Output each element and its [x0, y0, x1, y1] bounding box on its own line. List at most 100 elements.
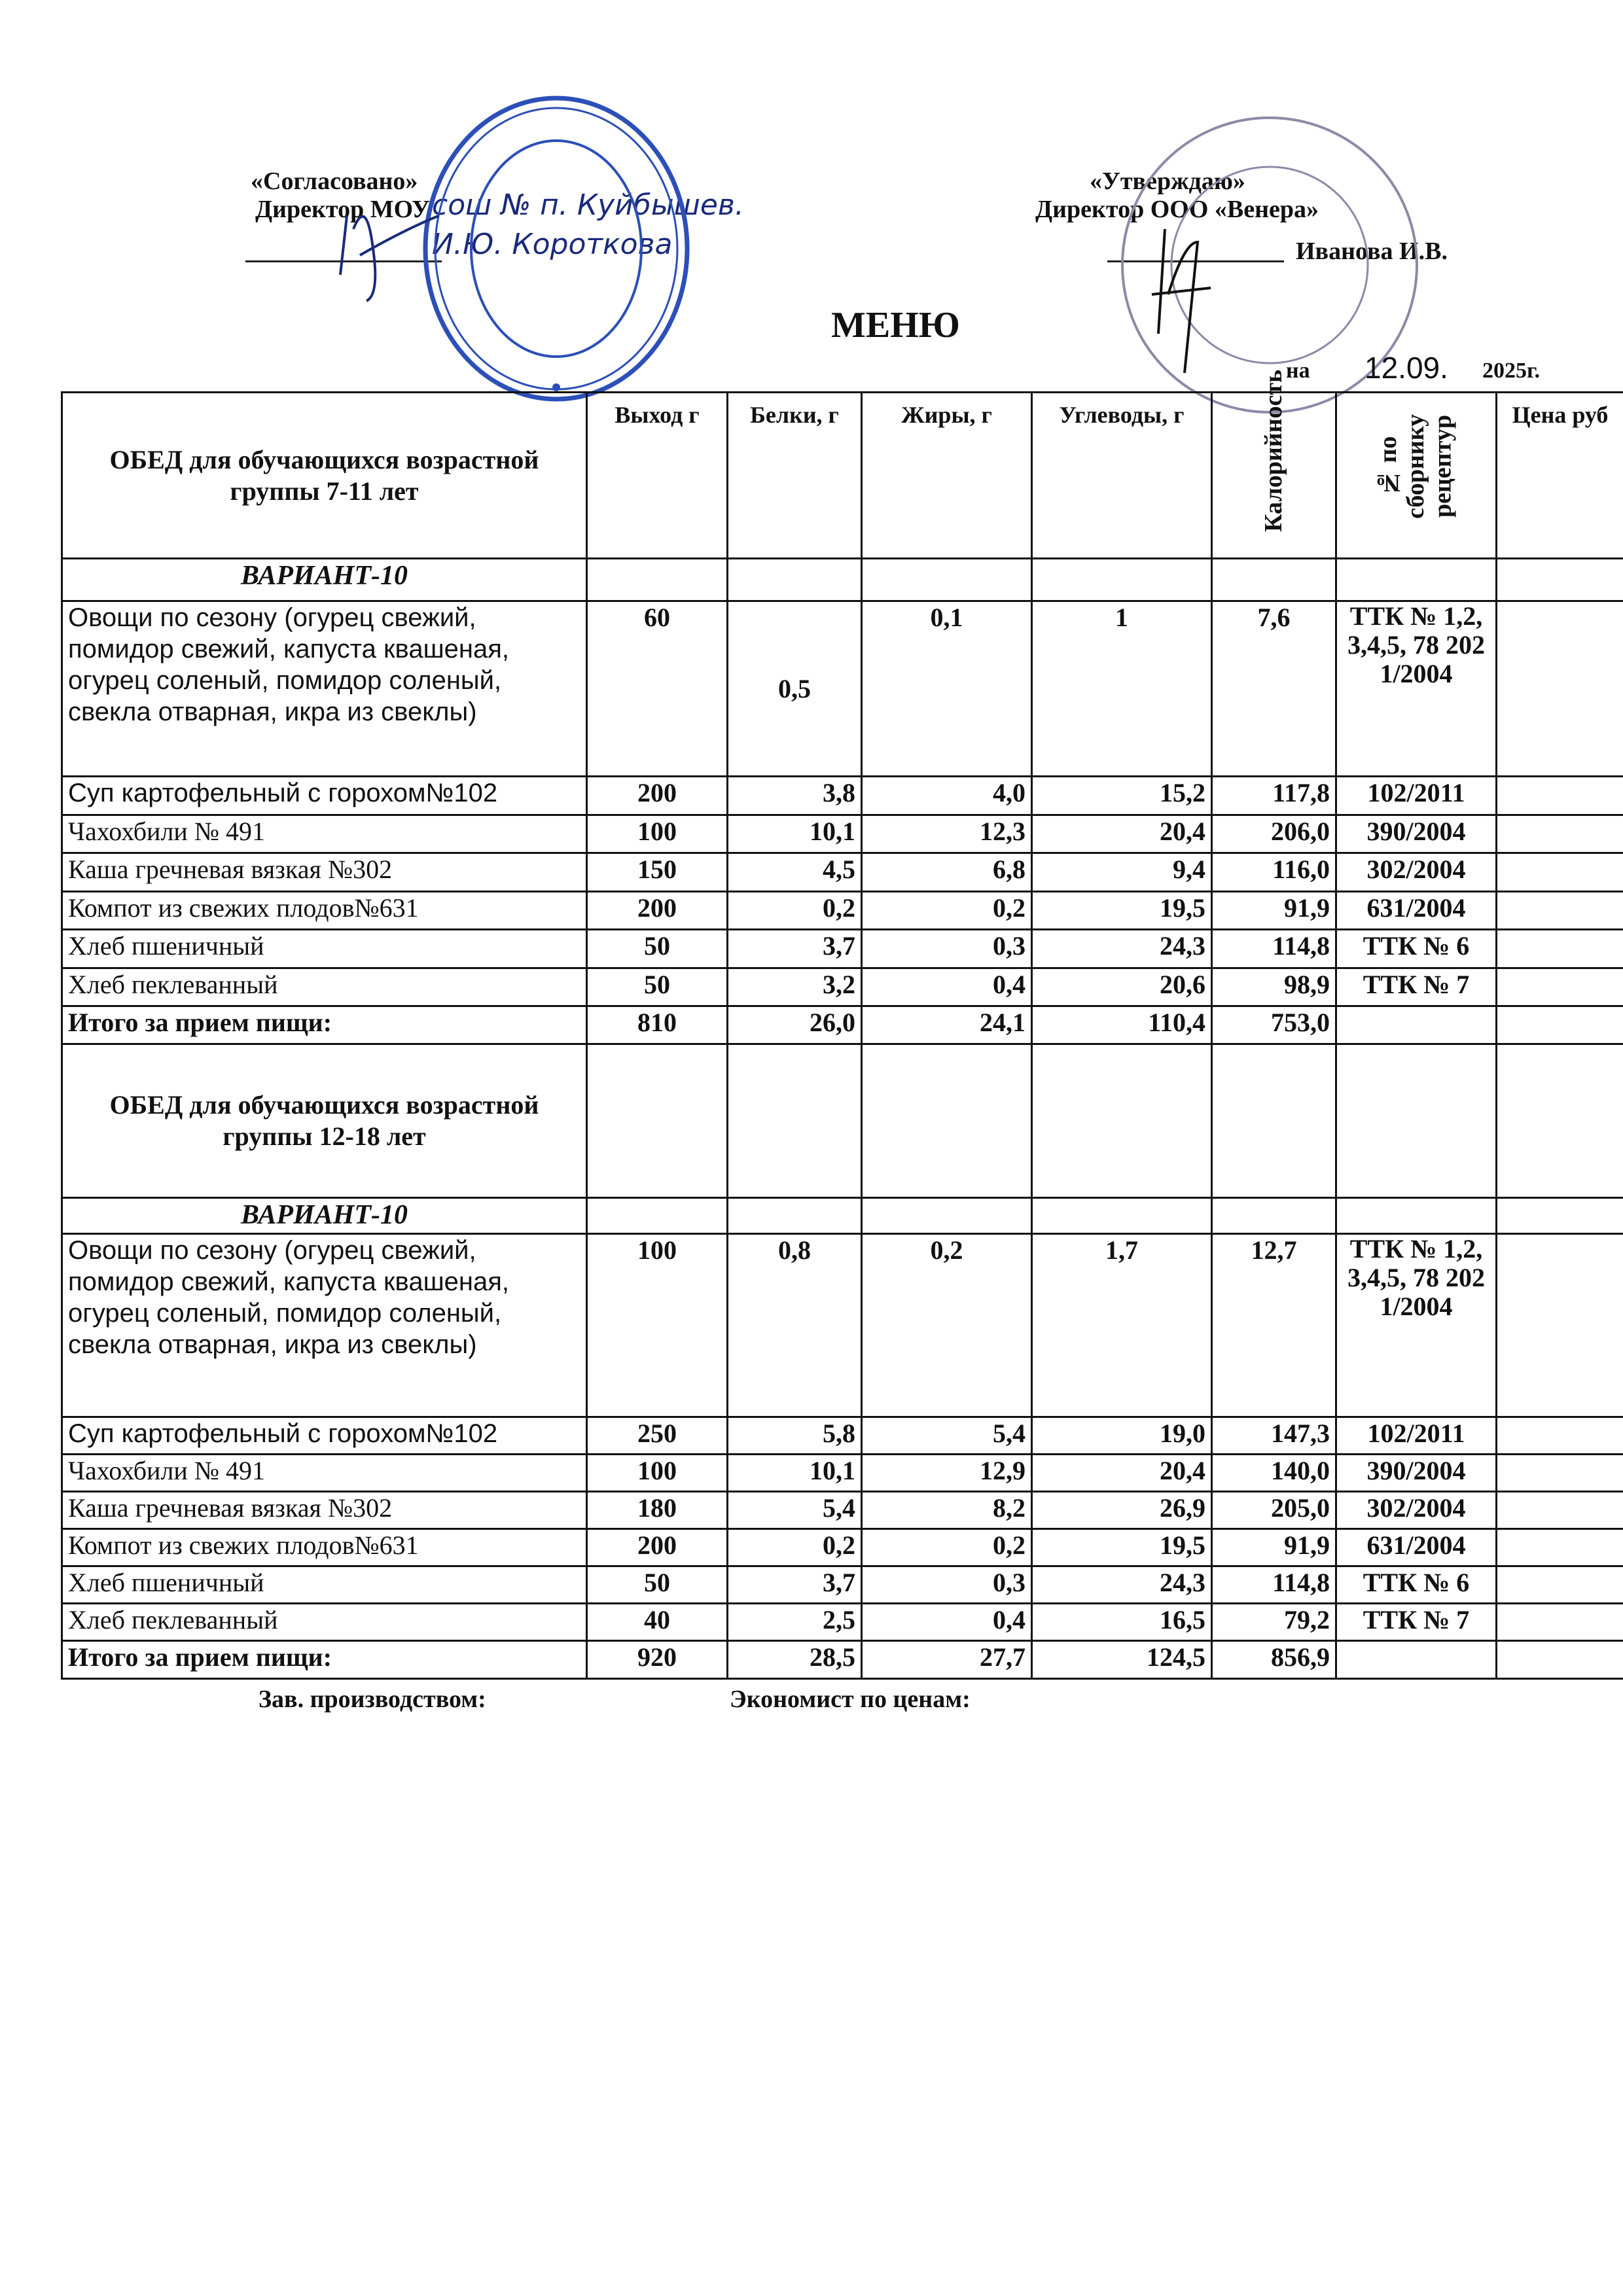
menu-item-row: Компот из свежих плодов№631 200 0,2 0,2 19,5… — [61, 890, 1623, 930]
cell-recipe-number: ТТК № 6 — [1335, 928, 1497, 969]
cell-recipe-number: 102/2011 — [1335, 775, 1497, 816]
cell-yield: 50 — [586, 966, 728, 1007]
cell-carbs: 15,2 — [1031, 775, 1213, 816]
section-title: ОБЕД для обучающихся возрастной группы 1… — [61, 1043, 588, 1199]
column-header-price: Цена руб — [1495, 391, 1623, 559]
cell-price — [1495, 1602, 1623, 1642]
cell-price — [1495, 1565, 1623, 1604]
column-header-label: Калорийность — [1259, 369, 1287, 532]
cell-fat: 0,2 — [861, 1233, 1033, 1418]
dish-name: Овощи по сезону (огурец свежий, помидор … — [61, 600, 588, 777]
cell-fat: 8,2 — [861, 1491, 1033, 1530]
cell-calories: 147,3 — [1211, 1416, 1337, 1455]
cell-price — [1495, 928, 1623, 969]
empty-cell — [726, 1197, 863, 1235]
approval-right-name: Иванова И.В. — [1296, 238, 1448, 265]
dish-name: Хлеб пеклеванный — [61, 1602, 588, 1642]
cell-yield: 50 — [586, 1565, 728, 1604]
cell-calories: 205,0 — [1211, 1491, 1337, 1530]
column-header-calories: Калорийность — [1211, 369, 1337, 559]
cell-calories: 116,0 — [1211, 852, 1337, 892]
menu-item-row: Суп картофельный с горохом№102 250 5,8 5,4 1… — [61, 1416, 1623, 1455]
empty-cell — [1211, 1043, 1337, 1199]
cell-protein: 10,1 — [726, 1453, 863, 1492]
column-header-protein: Белки, г — [726, 391, 863, 559]
cell-fat: 0,4 — [861, 1602, 1033, 1642]
dish-name: Овощи по сезону (огурец свежий, помидор … — [61, 1233, 588, 1418]
total-protein: 26,0 — [726, 1005, 863, 1045]
menu-item-row: Хлеб пеклеванный 40 2,5 0,4 16,5 79,2 ТТК № 7 — [61, 1602, 1623, 1642]
total-protein: 28,5 — [726, 1640, 863, 1680]
cell-yield: 200 — [586, 775, 728, 816]
cell-yield: 180 — [586, 1491, 728, 1530]
menu-item-row: Чахохбили № 491 100 10,1 12,9 20,4 140,0 390/2… — [61, 1453, 1623, 1492]
cell-recipe-number: 631/2004 — [1335, 890, 1497, 930]
menu-item-row: Компот из свежих плодов№631 200 0,2 0,2 19,5… — [61, 1528, 1623, 1567]
cell-protein: 0,2 — [726, 1528, 863, 1567]
dish-name: Компот из свежих плодов№631 — [61, 890, 588, 930]
cell-yield: 100 — [586, 1233, 728, 1418]
cell-calories: 7,6 — [1211, 600, 1337, 777]
cell-price — [1495, 775, 1623, 816]
column-header-recipe-number: № по сборнику рецептур — [1335, 391, 1497, 559]
menu-item-row: Чахохбили № 491 100 10,1 12,3 20,4 206,0 390/2… — [61, 813, 1623, 854]
dish-name: Каша гречневая вязкая №302 — [61, 852, 588, 892]
cell-calories: 117,8 — [1211, 775, 1337, 816]
cell-protein: 3,2 — [726, 966, 863, 1007]
cell-recipe-number: 102/2011 — [1335, 1416, 1497, 1455]
dish-name: Суп картофельный с горохом№102 — [61, 1416, 588, 1455]
dish-name: Чахохбили № 491 — [61, 813, 588, 854]
empty-cell — [1335, 1640, 1497, 1680]
total-calories: 856,9 — [1211, 1640, 1337, 1680]
cell-protein: 0,2 — [726, 890, 863, 930]
cell-protein: 0,5 — [726, 600, 863, 777]
cell-recipe-number: 390/2004 — [1335, 813, 1497, 854]
empty-cell — [861, 1043, 1033, 1199]
section-header-row: ОБЕД для обучающихся возрастной группы 1… — [61, 1043, 1623, 1199]
cell-protein: 2,5 — [726, 1602, 863, 1642]
cell-price — [1495, 890, 1623, 930]
approval-left-position: Директор МОУ — [255, 196, 430, 223]
school-stamp — [423, 96, 690, 402]
cell-carbs: 24,3 — [1031, 1565, 1213, 1604]
signature-right — [1151, 228, 1211, 374]
cell-fat: 6,8 — [861, 852, 1033, 892]
column-header-yield: Выход г — [586, 391, 728, 559]
cell-calories: 79,2 — [1211, 1602, 1337, 1642]
total-row: Итого за прием пищи: 920 28,5 27,7 124,5 856,… — [61, 1640, 1623, 1680]
cell-fat: 12,3 — [861, 813, 1033, 854]
empty-cell — [1031, 1197, 1213, 1235]
cell-recipe-number: 390/2004 — [1335, 1453, 1497, 1492]
menu-item-row: Суп картофельный с горохом№102 200 3,8 4,0 1… — [61, 775, 1623, 816]
cell-recipe-number: ТТК № 7 — [1335, 1602, 1497, 1642]
cell-yield: 60 — [586, 600, 728, 777]
cell-yield: 40 — [586, 1602, 728, 1642]
variant-row: ВАРИАНТ-10 — [61, 1197, 1623, 1235]
empty-cell — [1335, 1005, 1497, 1045]
cell-protein: 3,7 — [726, 928, 863, 969]
cell-protein: 5,8 — [726, 1416, 863, 1455]
empty-cell — [861, 1197, 1033, 1235]
total-calories: 753,0 — [1211, 1005, 1337, 1045]
cell-fat: 0,3 — [861, 1565, 1033, 1604]
menu-item-row: Каша гречневая вязкая №302 150 4,5 6,8 9,4 11… — [61, 852, 1623, 892]
empty-cell — [1495, 1640, 1623, 1680]
variant-label: ВАРИАНТ-10 — [61, 1197, 588, 1235]
date-prefix: на — [1286, 359, 1310, 383]
section-header-row: ОБЕД для обучающихся возрастной группы 7… — [61, 369, 1623, 559]
cell-carbs: 20,4 — [1031, 813, 1213, 854]
cell-price — [1495, 852, 1623, 892]
empty-cell — [1495, 557, 1623, 602]
cell-recipe-number: ТТК № 1,2,3,4,5, 78 2021/2004 — [1335, 600, 1497, 777]
cell-yield: 200 — [586, 1528, 728, 1567]
cell-yield: 100 — [586, 1453, 728, 1492]
cell-price — [1495, 1416, 1623, 1455]
dish-name: Чахохбили № 491 — [61, 1453, 588, 1492]
total-row: Итого за прием пищи: 810 26,0 24,1 110,4 753,… — [61, 1005, 1623, 1045]
total-fat: 27,7 — [861, 1640, 1033, 1680]
cell-price — [1495, 1528, 1623, 1567]
cell-calories: 114,8 — [1211, 928, 1337, 969]
cell-price — [1495, 966, 1623, 1007]
signature-left — [339, 215, 439, 302]
cell-protein: 5,4 — [726, 1491, 863, 1530]
